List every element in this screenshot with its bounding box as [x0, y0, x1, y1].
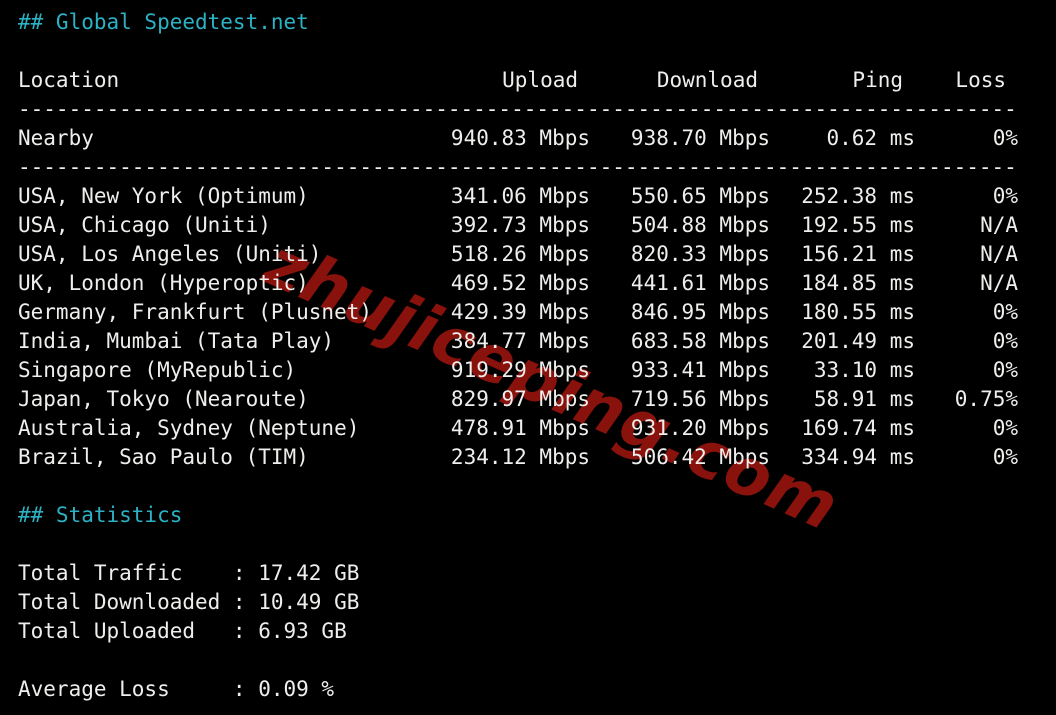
cell-loss: 0% — [992, 329, 1018, 353]
cell-download: 820.33 Mbps — [630, 242, 770, 266]
cell-loss: N/A — [980, 271, 1018, 295]
cell-download: 846.95 Mbps — [630, 300, 770, 324]
cell-upload: 829.97 Mbps — [450, 387, 590, 411]
cell-download: 938.70 Mbps — [630, 126, 770, 150]
cell-download: 719.56 Mbps — [630, 387, 770, 411]
cell-loss: 0% — [992, 184, 1018, 208]
cell-download: 550.65 Mbps — [630, 184, 770, 208]
cell-upload: 518.26 Mbps — [450, 242, 590, 266]
cell-download: 504.88 Mbps — [630, 213, 770, 237]
cell-location: Germany, Frankfurt (Plusnet) — [18, 300, 373, 324]
cell-download: 931.20 Mbps — [630, 416, 770, 440]
column-header-download: Download — [656, 68, 758, 92]
cell-location: Brazil, Sao Paulo (TIM) — [18, 445, 309, 469]
stat-value: 0.09 % — [258, 677, 335, 701]
stat-label: Total Uploaded — [18, 619, 196, 643]
cell-ping: 156.21 ms — [801, 242, 915, 266]
stat-average-loss: Average Loss : 0.09 % — [18, 675, 1018, 704]
table-row: Australia, Sydney (Neptune) 478.91 Mbps … — [18, 414, 1018, 443]
cell-loss: 0% — [992, 445, 1018, 469]
table-row-nearby: Nearby 940.83 Mbps 938.70 Mbps 0.62 ms 0… — [18, 124, 1018, 153]
cell-download: 441.61 Mbps — [630, 271, 770, 295]
stat-label: Total Downloaded — [18, 590, 221, 614]
cell-loss: N/A — [980, 213, 1018, 237]
blank-line — [18, 37, 1018, 66]
column-header-ping: Ping — [852, 68, 903, 92]
divider-line: ----------------------------------------… — [18, 97, 1017, 121]
blank-line — [18, 530, 1018, 559]
stat-label: Total Traffic — [18, 561, 183, 585]
cell-location: USA, Los Angeles (Uniti) — [18, 242, 322, 266]
cell-ping: 58.91 ms — [813, 387, 915, 411]
stat-total-uploaded: Total Uploaded : 6.93 GB — [18, 617, 1018, 646]
cell-ping: 180.55 ms — [801, 300, 915, 324]
table-header-row: Location Upload Download Ping Loss — [18, 66, 1018, 95]
cell-download: 933.41 Mbps — [630, 358, 770, 382]
cell-ping: 252.38 ms — [801, 184, 915, 208]
cell-location: USA, Chicago (Uniti) — [18, 213, 271, 237]
stat-separator: : — [232, 561, 246, 585]
table-row: USA, Chicago (Uniti) 392.73 Mbps 504.88 … — [18, 211, 1018, 240]
blank-line — [18, 472, 1018, 501]
cell-loss: 0% — [992, 358, 1018, 382]
column-header-upload: Upload — [502, 68, 578, 92]
cell-location: Australia, Sydney (Neptune) — [18, 416, 360, 440]
cell-ping: 201.49 ms — [801, 329, 915, 353]
cell-upload: 940.83 Mbps — [450, 126, 590, 150]
cell-location: India, Mumbai (Tata Play) — [18, 329, 335, 353]
statistics-title: ## Statistics — [18, 503, 183, 527]
cell-upload: 384.77 Mbps — [450, 329, 590, 353]
stat-separator: : — [232, 677, 246, 701]
column-header-loss: Loss — [955, 68, 1006, 92]
cell-ping: 184.85 ms — [801, 271, 915, 295]
cell-upload: 478.91 Mbps — [450, 416, 590, 440]
stat-separator: : — [232, 619, 246, 643]
cell-loss: 0% — [992, 416, 1018, 440]
cell-location: Japan, Tokyo (Nearoute) — [18, 387, 309, 411]
table-row: USA, New York (Optimum) 341.06 Mbps 550.… — [18, 182, 1018, 211]
stat-value: 10.49 GB — [258, 590, 360, 614]
cell-upload: 392.73 Mbps — [450, 213, 590, 237]
cell-location: Nearby — [18, 126, 94, 150]
cell-ping: 334.94 ms — [801, 445, 915, 469]
table-row: Brazil, Sao Paulo (TIM) 234.12 Mbps 506.… — [18, 443, 1018, 472]
cell-loss: 0% — [992, 300, 1018, 324]
table-row: Singapore (MyRepublic) 919.29 Mbps 933.4… — [18, 356, 1018, 385]
cell-loss: 0.75% — [954, 387, 1018, 411]
cell-upload: 341.06 Mbps — [450, 184, 590, 208]
table-row: USA, Los Angeles (Uniti) 518.26 Mbps 820… — [18, 240, 1018, 269]
stat-value: 6.93 GB — [258, 619, 347, 643]
cell-location: Singapore (MyRepublic) — [18, 358, 297, 382]
cell-location: UK, London (Hyperoptic) — [18, 271, 309, 295]
cell-ping: 169.74 ms — [801, 416, 915, 440]
table-row: India, Mumbai (Tata Play) 384.77 Mbps 68… — [18, 327, 1018, 356]
cell-loss: N/A — [980, 242, 1018, 266]
cell-upload: 919.29 Mbps — [450, 358, 590, 382]
table-row: UK, London (Hyperoptic) 469.52 Mbps 441.… — [18, 269, 1018, 298]
column-header-location: Location — [18, 68, 120, 92]
cell-loss: 0% — [992, 126, 1018, 150]
table-row: Germany, Frankfurt (Plusnet) 429.39 Mbps… — [18, 298, 1018, 327]
cell-upload: 234.12 Mbps — [450, 445, 590, 469]
stat-label: Average Loss — [18, 677, 170, 701]
cell-upload: 429.39 Mbps — [450, 300, 590, 324]
cell-ping: 0.62 ms — [826, 126, 915, 150]
blank-line — [18, 646, 1018, 675]
stat-total-traffic: Total Traffic : 17.42 GB — [18, 559, 1018, 588]
stat-value: 17.42 GB — [258, 561, 360, 585]
stat-separator: : — [232, 590, 246, 614]
divider-line: ----------------------------------------… — [18, 155, 1017, 179]
stat-total-downloaded: Total Downloaded : 10.49 GB — [18, 588, 1018, 617]
cell-upload: 469.52 Mbps — [450, 271, 590, 295]
cell-download: 506.42 Mbps — [630, 445, 770, 469]
cell-location: USA, New York (Optimum) — [18, 184, 309, 208]
cell-ping: 33.10 ms — [813, 358, 915, 382]
cell-download: 683.58 Mbps — [630, 329, 770, 353]
global-speedtest-title: ## Global Speedtest.net — [18, 10, 309, 34]
table-row: Japan, Tokyo (Nearoute) 829.97 Mbps 719.… — [18, 385, 1018, 414]
cell-ping: 192.55 ms — [801, 213, 915, 237]
